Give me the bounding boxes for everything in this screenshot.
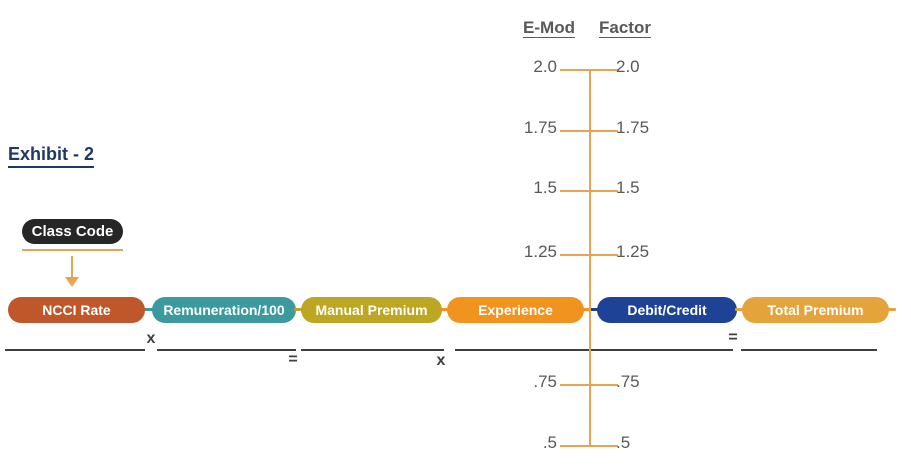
scale-axis-line — [589, 70, 591, 447]
class-code-underline — [22, 249, 123, 251]
pill-remuneration: Remuneration/100 — [145, 297, 303, 323]
tick-label-left: 1.5 — [533, 178, 557, 197]
tick-label-right: 1.5 — [616, 178, 640, 197]
pill-debit-credit: Debit/Credit — [590, 297, 744, 323]
operator-equals-2: = — [728, 329, 738, 346]
pill-label: Manual Premium — [315, 302, 428, 318]
pill-label: Debit/Credit — [627, 302, 707, 318]
connector-dash — [145, 308, 153, 311]
fraction-line-4 — [455, 349, 733, 351]
tick-label-left: .75 — [533, 372, 557, 391]
tick-label-right: .75 — [616, 372, 640, 391]
fraction-line-3 — [301, 349, 444, 351]
operator-equals-1: = — [288, 351, 298, 368]
connector-dash — [583, 308, 591, 311]
pill-experience: Experience — [440, 297, 591, 323]
down-arrow-icon — [58, 256, 86, 288]
pill-label: Remuneration/100 — [163, 302, 285, 318]
tick-label-right: 1.75 — [616, 118, 650, 137]
tick-label-right: .5 — [616, 433, 631, 452]
pill-total-premium: Total Premium — [735, 297, 896, 323]
operator-multiply-1: x — [146, 330, 156, 347]
tick-label-right: 1.25 — [616, 242, 650, 261]
operator-multiply-2: x — [436, 352, 446, 369]
connector-dash — [590, 308, 598, 311]
pill-label: NCCI Rate — [42, 302, 111, 318]
down-arrow-stem — [71, 256, 73, 277]
pill-label: Experience — [478, 302, 553, 318]
connector-dash — [294, 308, 302, 311]
factor-header: Factor — [599, 18, 651, 37]
emod-header: E-Mod — [523, 18, 575, 37]
down-arrow-head — [65, 277, 79, 287]
tick-label-right: 2.0 — [616, 57, 640, 76]
connector-dash — [440, 308, 448, 311]
tick-label-left: 1.75 — [523, 118, 557, 137]
tick-label-left: .5 — [542, 433, 557, 452]
fraction-line-5 — [741, 349, 877, 351]
exhibit-label: Exhibit - 2 — [8, 144, 95, 168]
tick-label-left: 2.0 — [533, 57, 557, 76]
fraction-line-1 — [5, 349, 145, 351]
connector-dash — [888, 308, 896, 311]
connector-dash — [735, 308, 743, 311]
class-code-badge: Class Code — [22, 219, 123, 244]
tick-label-left: 1.25 — [523, 242, 557, 261]
pill-label: Total Premium — [767, 302, 864, 318]
pill-ncci-rate: NCCI Rate — [8, 297, 152, 323]
pill-manual-premium: Manual Premium — [294, 297, 449, 323]
fraction-line-2 — [157, 349, 296, 351]
